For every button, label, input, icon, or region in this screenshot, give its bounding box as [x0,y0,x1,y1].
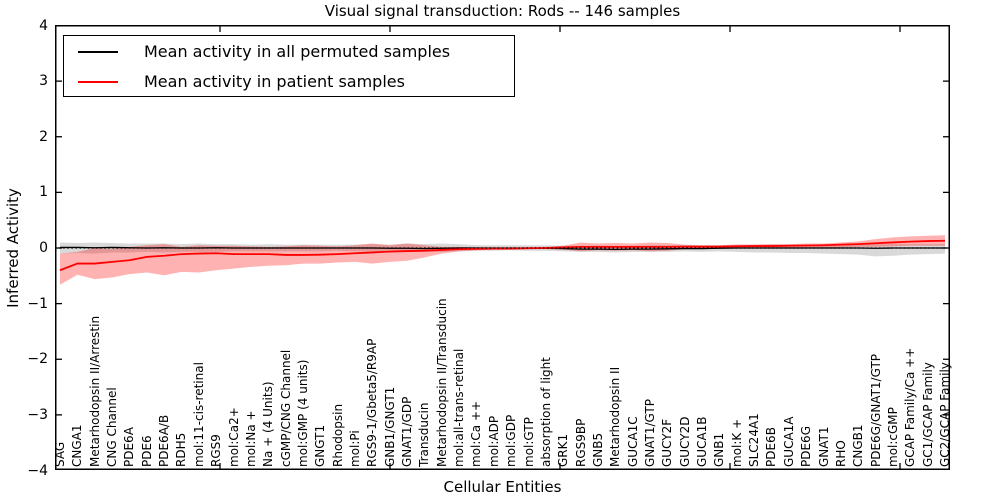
legend-item-patient: Mean activity in patient samples [64,67,514,96]
x-tick-label: PDE6A [122,427,137,467]
y-tick-label: 1 [39,184,48,201]
x-tick-label: GUCA1C [625,416,640,467]
x-tick-label: GNAT1/GTP [643,399,657,467]
x-tick-label: mol:K + [729,418,744,467]
x-tick-label: GC1/GCAP Family [920,362,935,467]
y-tick-label: 2 [39,128,48,145]
x-tick-label: GUCA1B [695,416,710,467]
x-tick-label: GUCY2D [677,416,692,467]
legend-item-permuted: Mean activity in all permuted samples [64,37,514,66]
chart-canvas [55,25,950,470]
x-tick-label: GNB5 [590,432,605,467]
x-tick-label: GRK1 [556,433,571,467]
x-tick-label: Metarhodopsin II/Arrestin [87,315,102,467]
x-tick-label: mol:11-cis-retinal [191,362,206,467]
legend: Mean activity in all permuted samples Me… [63,35,515,97]
x-tick-label: GNAT1/GDP [400,396,415,467]
legend-label: Mean activity in patient samples [144,72,405,91]
x-tick-label: SLC24A1 [747,413,762,467]
x-tick-label: Rhodopsin [330,403,345,467]
y-tick-label: −1 [27,295,48,312]
x-tick-label: mol:GTP [521,417,536,467]
x-tick-label: mol:ADP [486,415,501,467]
x-tick-label: cGMP/CNG Channel [278,349,293,467]
x-tick-label: mol:cGMP [885,407,900,467]
legend-line-black [78,50,118,53]
x-tick-label: RDH5 [174,432,189,467]
x-tick-label: PDE6A/B [157,414,172,467]
x-tick-label: GCAP Family/Ca ++ [903,347,918,467]
x-tick-label: Na + (4 Units) [261,381,276,467]
x-tick-label: GUCA1A [781,416,796,467]
x-tick-label: GNB1/GNGT1 [382,386,397,467]
x-tick-label: SAG [53,441,67,467]
x-tick-label: PDE6B [764,427,779,467]
x-tick-label: GUCY2F [660,418,675,467]
x-tick-label: mol:Ca2+ [226,407,241,467]
x-tick-label: Metarhodopsin II/Transducin [434,298,449,467]
y-tick-label: −4 [27,462,48,479]
x-tick-label: PDE6G [799,426,814,467]
x-tick-label: mol:GDP [504,414,519,467]
x-tick-label: mol:GMP (4 units) [295,359,310,467]
x-tick-label: RGS9BP [573,418,588,467]
x-tick-label: CNGA1 [70,424,85,468]
x-tick-label: mol:Pi [348,430,362,467]
x-tick-label: GNGT1 [313,424,328,467]
x-tick-label: PDE6G/GNAT1/GTP [868,353,883,467]
chart-title: Visual signal transduction: Rods -- 146 … [324,2,681,20]
y-tick-label: 4 [39,17,48,34]
x-tick-label: Metarhodopsin II [608,366,623,467]
x-tick-label: RGS9 [209,434,224,467]
legend-line-red [78,80,118,83]
x-tick-label: GC2/GCAP Family [938,362,952,467]
plot-area: Mean activity in all permuted samples Me… [53,25,952,470]
x-tick-label: RHO [833,440,848,467]
y-tick-label: 3 [39,73,48,90]
x-tick-label: GNB1 [712,432,727,467]
y-tick-label: 0 [39,240,48,256]
x-tick-label: mol:Ca ++ [469,400,484,467]
x-tick-label: mol:Na + [243,410,258,467]
x-tick-label: RGS9-1/Gbeta5/R9AP [365,338,380,467]
y-tick-label: −3 [27,406,48,423]
legend-label: Mean activity in all permuted samples [144,42,451,61]
patient-band [60,235,945,285]
x-tick-label: CNG Channel [105,387,120,467]
x-tick-label: PDE6 [139,435,154,467]
x-tick-label: absorption of light [538,357,553,467]
y-tick-label: −2 [27,351,48,368]
x-tick-label: GNAT1 [816,426,831,467]
x-tick-label: mol:all-trans-retinal [452,348,467,467]
x-tick-label: Transducin [417,402,432,467]
x-axis-label: Cellular Entities [443,478,562,496]
x-tick-label: CNGB1 [851,424,866,467]
